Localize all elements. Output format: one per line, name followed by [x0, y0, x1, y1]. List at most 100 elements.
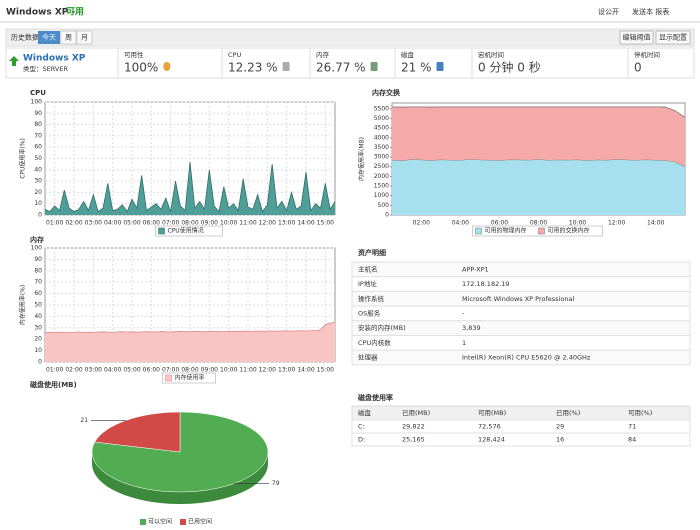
y-tick-label: 50 — [34, 302, 42, 309]
row-value: - — [462, 310, 465, 318]
table-row — [351, 335, 691, 351]
legend-box — [162, 372, 216, 384]
y-tick-label: 60 — [34, 144, 42, 151]
row-key: OS服务 — [358, 309, 381, 318]
x-tick-label: 05:00 — [123, 367, 140, 374]
row-value: APP-XP1 — [462, 265, 489, 273]
legend-label: 可用的物理内存 — [485, 227, 527, 235]
column-header: 可用(MB) — [478, 409, 506, 417]
row-key: 处理器 — [358, 353, 378, 362]
button-label[interactable]: 显示配置 — [659, 34, 687, 42]
toolbar — [5, 28, 695, 47]
x-tick-label: 04:00 — [452, 220, 469, 227]
y-tick-label: 20 — [34, 189, 42, 196]
link[interactable]: 发送本 报表 — [632, 7, 669, 16]
x-tick-label: 07:00 — [162, 220, 179, 227]
tab-active[interactable] — [38, 31, 60, 44]
area-fill — [392, 106, 685, 167]
up-icon — [9, 56, 19, 66]
button[interactable] — [655, 30, 691, 45]
column-header: 可用(%) — [628, 409, 652, 417]
y-tick-label: 80 — [34, 121, 42, 128]
pie-value-label: 21 — [80, 417, 88, 424]
y-axis-label: CPU使用率(%) — [19, 138, 27, 179]
table-row — [351, 349, 691, 366]
table-row — [351, 305, 691, 322]
button-label[interactable]: 编辑阈值 — [623, 33, 651, 42]
status: 可用 — [66, 7, 84, 18]
y-tick-label: 5500 — [374, 105, 389, 112]
y-tick-label: 30 — [34, 178, 42, 185]
button[interactable] — [619, 30, 654, 45]
y-tick-label: 3000 — [374, 154, 389, 161]
x-tick-label: 04:00 — [104, 220, 121, 227]
link[interactable]: 设公开 — [598, 7, 619, 16]
metric-value: 26.77 % — [316, 61, 366, 75]
table-title: 磁盘使用率 — [358, 393, 393, 402]
y-tick-label: 90 — [34, 256, 42, 263]
y-tick-label: 70 — [34, 132, 42, 139]
x-tick-label: 08:00 — [530, 220, 547, 227]
tab[interactable]: 今天 — [42, 33, 56, 42]
metric-label: CPU — [228, 51, 241, 59]
x-tick-label: 12:00 — [259, 220, 276, 227]
tab[interactable]: 周 — [65, 34, 72, 42]
x-tick-label: 02:00 — [65, 367, 82, 374]
legend-swatch — [538, 227, 545, 235]
legend-box — [472, 225, 603, 237]
y-tick-label: 4000 — [374, 134, 389, 141]
table-cell: D: — [358, 436, 365, 444]
legend-label: CPU使用情况 — [168, 227, 204, 235]
metric-value: 12.23 % — [228, 61, 278, 75]
row-value: Microsoft Windows XP Professional — [462, 295, 574, 303]
tab-box[interactable] — [76, 30, 93, 45]
x-tick-label: 03:00 — [85, 220, 102, 227]
y-tick-label: 100 — [31, 245, 43, 252]
legend-box — [155, 225, 223, 237]
row-value: Intel(R) Xeon(R) CPU E5620 @ 2.40GHz — [462, 354, 591, 362]
x-tick-label: 05:00 — [123, 220, 140, 227]
y-tick-label: 4500 — [374, 125, 389, 132]
legend-label: 已用空间 — [188, 518, 212, 526]
legend-swatch — [475, 227, 482, 235]
y-tick-label: 80 — [34, 267, 42, 274]
metric-icon — [163, 62, 171, 71]
x-tick-label: 09:00 — [201, 220, 218, 227]
x-tick-label: 10:00 — [569, 220, 586, 227]
x-tick-label: 08:00 — [181, 220, 198, 227]
y-tick-label: 90 — [34, 110, 42, 117]
y-tick-label: 5000 — [374, 115, 389, 122]
row-value: 1 — [462, 339, 466, 347]
x-tick-label: 13:00 — [278, 367, 295, 374]
y-tick-label: 2000 — [374, 173, 389, 180]
legend-label: 内存使用率 — [175, 374, 205, 382]
y-tick-label: 20 — [34, 336, 42, 343]
area-fill — [392, 159, 685, 215]
x-tick-label: 12:00 — [259, 367, 276, 374]
y-tick-label: 500 — [378, 202, 390, 209]
table-row — [351, 261, 691, 278]
column-header: 已用(MB) — [402, 409, 430, 417]
table-cell: 128,424 — [478, 436, 505, 444]
pie-side — [92, 452, 268, 504]
tab-box[interactable] — [60, 30, 77, 45]
y-tick-label: 10 — [34, 200, 42, 207]
chart-title: 磁盘使用(MB) — [30, 380, 77, 389]
host-name[interactable]: Windows XP — [23, 54, 86, 64]
table-cell: 29,822 — [402, 423, 425, 431]
table-cell: C: — [358, 423, 365, 431]
x-tick-label: 15:00 — [317, 367, 334, 374]
host-type: 类型：SERVER — [23, 64, 68, 73]
tab[interactable]: 月 — [81, 34, 88, 42]
row-value: 172.18.182.19 — [462, 280, 510, 288]
header-bar — [0, 0, 700, 22]
y-tick-label: 3500 — [374, 144, 389, 151]
x-tick-label: 07:00 — [162, 367, 179, 374]
legend-swatch — [140, 519, 146, 525]
chart-title: CPU — [30, 89, 46, 97]
legend-swatch — [165, 374, 172, 382]
table-row — [351, 432, 691, 447]
x-tick-label: 13:00 — [278, 220, 295, 227]
x-tick-label: 14:00 — [647, 220, 664, 227]
area-fill — [45, 161, 335, 215]
